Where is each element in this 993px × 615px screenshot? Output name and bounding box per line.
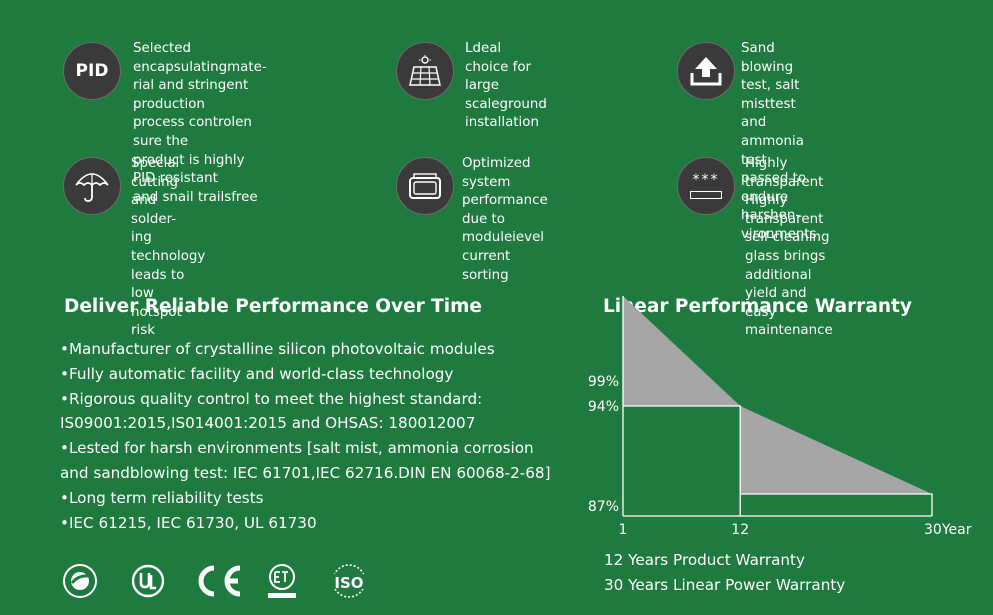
iso-9000-seal-icon [62, 563, 106, 603]
warranty-area [623, 296, 932, 494]
feature-text: Sand blowing test, salt misttest and amm… [741, 41, 817, 242]
ce-mark-icon [192, 563, 244, 603]
warranty-product-text: 12 Years Product Warranty [604, 551, 805, 569]
y-tick-label: 87% [588, 499, 619, 515]
x-tick-label: 12 [731, 522, 749, 538]
feature-text: Ldeal choice for large scaleground insta… [465, 41, 547, 131]
list-item: •Manufacturer of crystalline silicon pho… [60, 340, 495, 358]
list-item: IS09001:2015,IS014001:2015 and OHSAS: 18… [60, 414, 476, 433]
reliability-heading: Deliver Reliable Performance Over Time [64, 296, 482, 317]
svg-text:ISO: ISO [334, 574, 363, 592]
list-item: •Rigorous quality control to meet the hi… [60, 389, 483, 408]
reliability-list: •Manufacturer of crystalline silicon pho… [60, 337, 551, 535]
list-item: •IEC 61215, IEC 61730, UL 61730 [60, 513, 317, 532]
etl-intertek-icon [262, 563, 302, 605]
glass-stars-icon: *** [677, 157, 735, 215]
solar-panel-icon [396, 42, 454, 100]
warranty-power-text: 30 Years Linear Power Warranty [604, 576, 846, 594]
module-sorting-icon [396, 157, 454, 215]
feature-text: Highly transparent Highly transparent se… [745, 156, 833, 339]
y-tick-label: 94% [588, 399, 619, 415]
warranty-lower-line [740, 493, 933, 516]
x-tick-label: 1 [619, 522, 628, 538]
list-item: •Fully automatic facility and world-clas… [60, 364, 454, 383]
list-item: •Lested for harsh environments [salt mis… [60, 439, 534, 458]
x-tick-label: 30Year [924, 522, 972, 538]
pid-icon: PID [63, 42, 121, 100]
feature-text: Special cutting and solder- ing technolo… [131, 156, 206, 339]
warranty-heading: Linear Performance Warranty [603, 296, 912, 317]
umbrella-icon [63, 157, 121, 215]
list-item: •Long term reliability tests [60, 488, 264, 507]
feature-text: Selected encapsulatingmate- rial and str… [133, 41, 267, 205]
warranty-chart: 99% 94% 87% 1 12 30Year [588, 296, 972, 538]
warranty-step-line [623, 405, 741, 516]
list-item: and sandblowing test: IEC 61701,IEC 6271… [60, 463, 551, 482]
ul-mark-icon [130, 563, 166, 603]
iso-badge-icon: ISO [326, 563, 372, 603]
y-tick-label: 99% [588, 374, 619, 390]
feature-text: Optimized system performance due to modu… [462, 156, 548, 283]
upload-arrow-icon [677, 42, 735, 100]
